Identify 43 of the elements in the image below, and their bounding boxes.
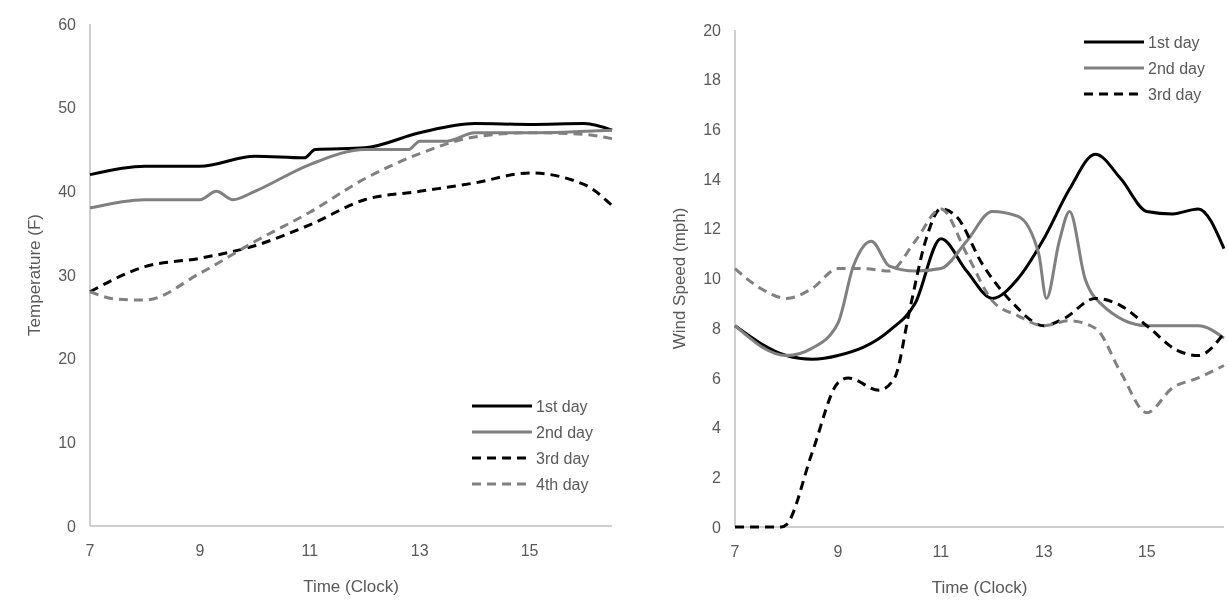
y-tick-label: 8	[712, 319, 722, 337]
y-tick-label: 0	[67, 517, 77, 535]
x-tick-label: 11	[932, 543, 950, 560]
legend-label: 1st day	[1148, 33, 1200, 51]
y-tick-label: 6	[712, 369, 722, 387]
y-axis-title: Temperature (F)	[25, 214, 44, 336]
line-series	[88, 131, 614, 302]
x-tick-label: 13	[1034, 543, 1053, 560]
y-tick-label: 4	[712, 419, 722, 437]
y-tick-label: 0	[712, 518, 722, 536]
y-tick-label: 40	[58, 182, 77, 200]
legend-label: 3rd day	[1148, 85, 1202, 103]
x-tick-label: 13	[410, 542, 429, 559]
legend-label: 2nd day	[536, 423, 593, 441]
x-axis-title: Time (Clock)	[303, 577, 399, 596]
y-tick-label: 14	[703, 170, 722, 188]
x-axis-title: Time (Clock)	[931, 578, 1028, 597]
line-series	[733, 207, 1226, 415]
y-tick-label: 20	[58, 350, 77, 368]
x-tick-label: 15	[1137, 543, 1156, 560]
legend-label: 4th day	[536, 475, 589, 493]
y-axis-title: Wind Speed (mph)	[670, 207, 689, 350]
y-tick-label: 2	[712, 468, 722, 486]
x-tick-label: 15	[520, 542, 539, 559]
line-series	[88, 171, 614, 294]
legend-label: 3rd day	[536, 449, 590, 467]
x-tick-label: 7	[85, 542, 95, 559]
x-tick-label: 7	[730, 543, 740, 560]
y-tick-label: 10	[58, 433, 77, 451]
y-tick-label: 50	[58, 99, 77, 117]
y-tick-label: 10	[703, 270, 722, 288]
x-tick-label: 9	[195, 542, 205, 559]
y-tick-label: 16	[703, 121, 722, 138]
y-tick-label: 18	[703, 71, 722, 89]
x-tick-label: 9	[833, 543, 843, 560]
x-tick-label: 11	[301, 542, 319, 559]
legend-label: 1st day	[536, 397, 588, 415]
line-series	[88, 122, 614, 177]
y-tick-label: 60	[58, 15, 77, 33]
legend-label: 2nd day	[1148, 59, 1205, 77]
y-tick-label: 30	[58, 266, 77, 284]
y-tick-label: 12	[703, 220, 722, 238]
y-tick-label: 20	[703, 21, 722, 39]
